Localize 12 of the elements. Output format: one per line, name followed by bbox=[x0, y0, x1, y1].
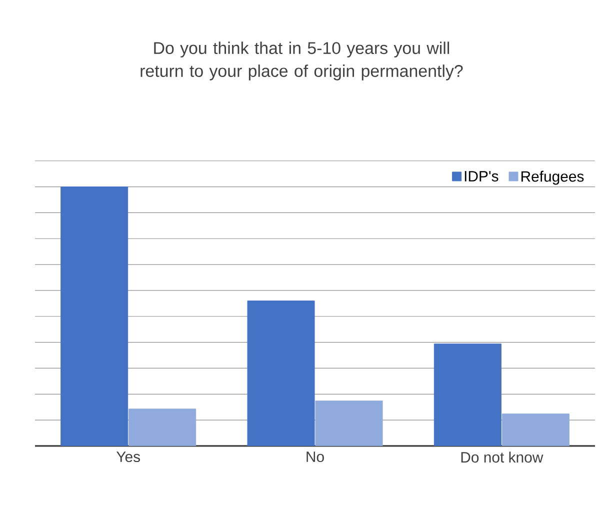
bar bbox=[434, 344, 502, 446]
x-tick-label: No bbox=[306, 452, 324, 462]
x-tick-label: Do not know bbox=[461, 452, 544, 463]
bar bbox=[502, 414, 570, 446]
bar bbox=[60, 186, 128, 446]
x-tick-label: Yes bbox=[116, 452, 140, 462]
chart-title: Do you think that in 5-10 years you will return to your place of origin permanently? bbox=[140, 42, 463, 80]
bar bbox=[128, 408, 196, 446]
bar bbox=[247, 300, 315, 446]
legend-label: IDP's bbox=[464, 171, 498, 182]
bar bbox=[315, 400, 383, 446]
legend-label: Refugees bbox=[521, 170, 584, 185]
